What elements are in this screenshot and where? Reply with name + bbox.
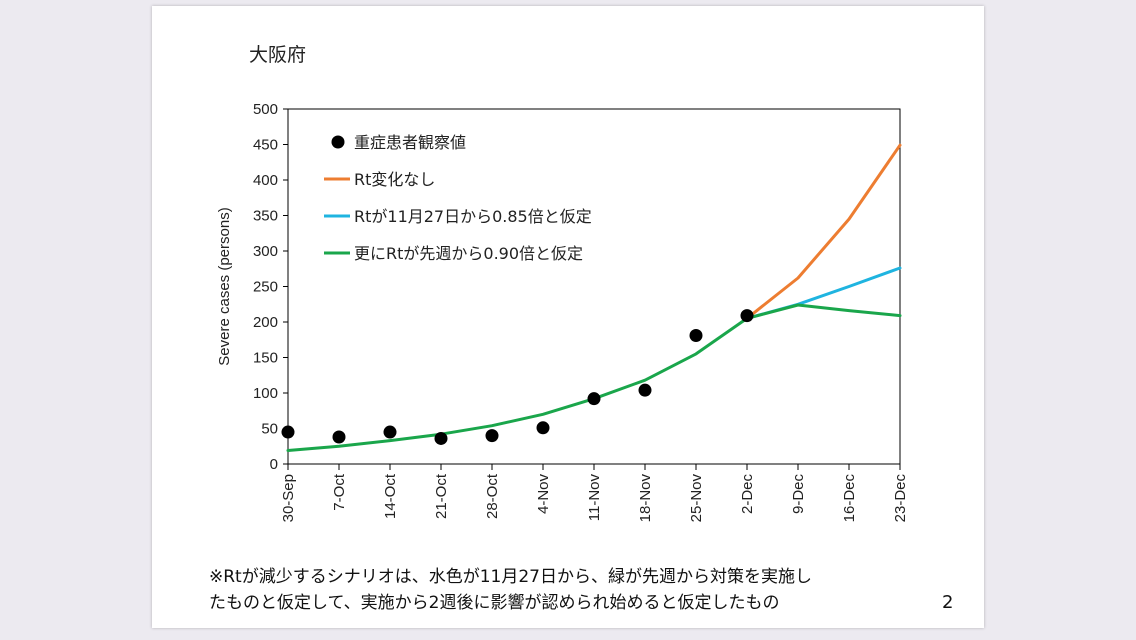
y-tick-label: 50 <box>261 421 278 438</box>
y-tick-label: 100 <box>253 385 278 402</box>
y-tick-label: 250 <box>253 279 278 296</box>
observed-point <box>434 431 448 445</box>
x-tick-label: 14-Oct <box>382 473 399 519</box>
observed-point <box>740 309 754 323</box>
x-tick-label: 9-Dec <box>790 474 807 515</box>
y-tick-label: 300 <box>253 243 278 260</box>
y-tick-label: 200 <box>253 314 278 331</box>
page-number: 2 <box>942 592 954 613</box>
legend-label: Rtが11月27日から0.85倍と仮定 <box>354 207 592 226</box>
x-tick-label: 28-Oct <box>484 473 501 519</box>
series-line-1 <box>745 143 902 320</box>
x-tick-label: 25-Nov <box>688 474 705 523</box>
x-tick-label: 30-Sep <box>280 474 297 522</box>
x-tick-label: 2-Dec <box>739 474 756 515</box>
x-tick-label: 21-Oct <box>433 473 450 519</box>
y-tick-label: 450 <box>253 137 278 154</box>
x-tick-label: 16-Dec <box>841 474 858 523</box>
observed-point <box>383 425 397 439</box>
y-tick-label: 0 <box>270 456 278 473</box>
y-tick-label: 150 <box>253 350 278 367</box>
x-tick-label: 11-Nov <box>586 474 603 522</box>
observed-point <box>689 328 703 342</box>
x-tick-label: 7-Oct <box>331 473 348 511</box>
observed-point <box>281 425 295 439</box>
x-tick-label: 23-Dec <box>892 474 909 523</box>
legend-label: 更にRtが先週から0.90倍と仮定 <box>354 244 583 263</box>
observed-point <box>332 430 346 444</box>
legend-label: Rt変化なし <box>354 170 435 189</box>
observed-point <box>536 421 550 435</box>
legend-label: 重症患者観察値 <box>354 133 466 152</box>
observed-point <box>485 429 499 443</box>
footnote-line-2: たものと仮定して、実施から2週後に影響が認められ始めると仮定したもの <box>209 593 780 613</box>
observed-point <box>587 392 601 406</box>
x-tick-label: 4-Nov <box>535 474 552 515</box>
y-axis-label: Severe cases (persons) <box>216 207 233 365</box>
y-tick-label: 500 <box>253 101 278 118</box>
y-tick-label: 350 <box>253 208 278 225</box>
y-tick-label: 400 <box>253 172 278 189</box>
footnote-line-1: ※Rtが減少するシナリオは、水色が11月27日から、緑が先週から対策を実施し <box>209 567 812 587</box>
footnote: ※Rtが減少するシナリオは、水色が11月27日から、緑が先週から対策を実施し た… <box>209 564 949 616</box>
series-line-3 <box>286 303 902 452</box>
observed-point <box>638 383 652 397</box>
x-tick-label: 18-Nov <box>637 474 654 523</box>
severe-cases-chart: 0 50 100 150 200 250 300 350 400 450 500 30-Sep 7-Oc… <box>216 101 909 523</box>
legend-marker <box>331 135 345 149</box>
slide: 大阪府 0 50 100 150 200 250 300 350 400 450 500 30-Sep… <box>152 6 984 628</box>
plot-frame <box>287 108 901 465</box>
prefecture-title: 大阪府 <box>249 44 307 66</box>
